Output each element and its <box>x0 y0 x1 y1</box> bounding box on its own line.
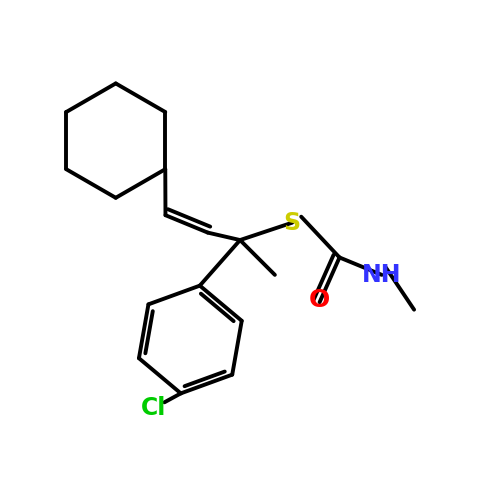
Text: O: O <box>309 288 330 312</box>
Text: NH: NH <box>362 263 402 287</box>
Text: S: S <box>284 210 301 234</box>
Text: Cl: Cl <box>141 396 166 420</box>
